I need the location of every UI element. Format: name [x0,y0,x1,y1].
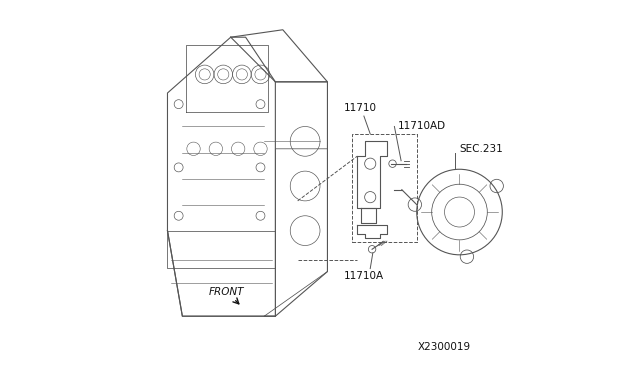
Text: 11710AD: 11710AD [398,122,446,131]
Text: 11710: 11710 [344,103,377,113]
Text: FRONT: FRONT [209,287,244,297]
Text: SEC.231: SEC.231 [460,144,503,154]
Text: X2300019: X2300019 [417,341,470,352]
Text: 11710A: 11710A [344,271,384,281]
